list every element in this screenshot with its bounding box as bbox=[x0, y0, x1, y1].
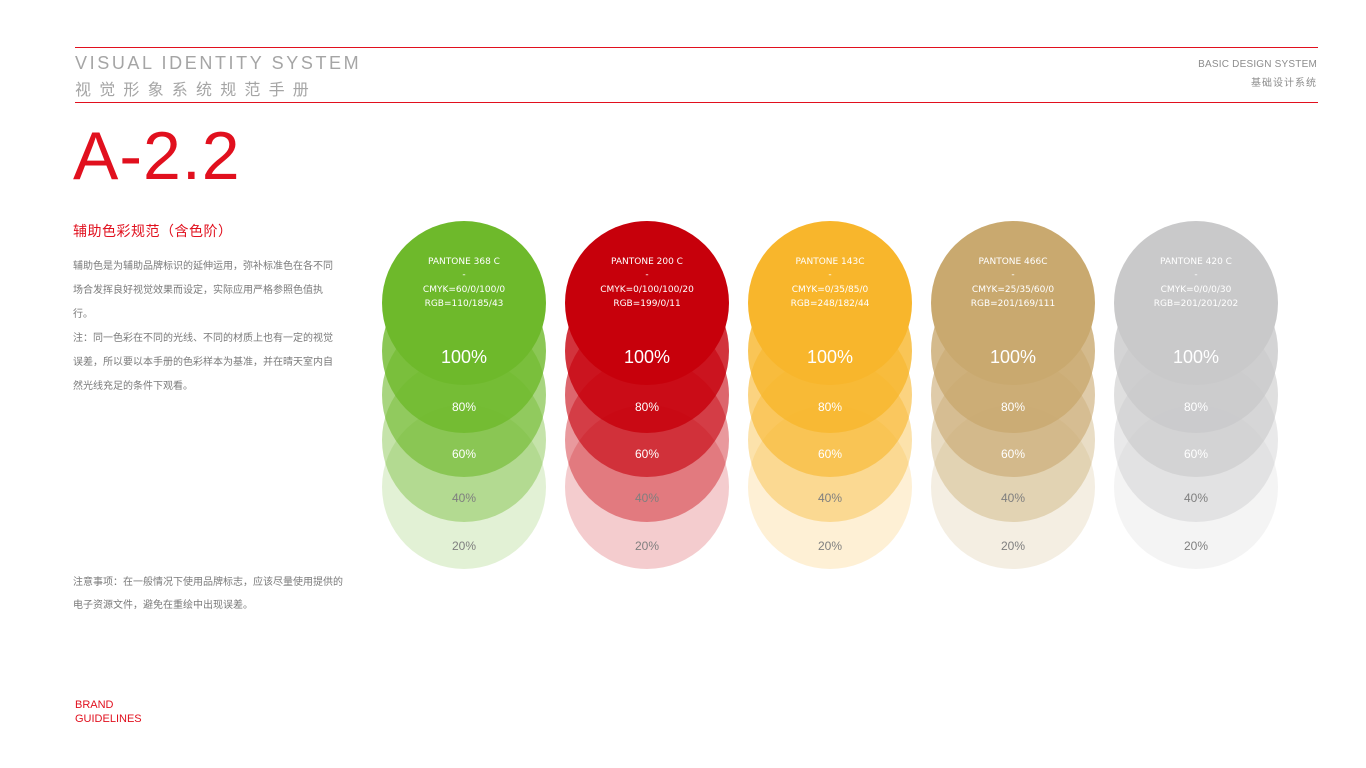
rgb-value: RGB=201/169/111 bbox=[970, 299, 1056, 309]
description-paragraph-1: 辅助色是为辅助品牌标识的延伸运用，弥补标准色在各不同场合发挥良好视觉效果而设定，… bbox=[73, 261, 333, 320]
brand-line-2: GUIDELINES bbox=[75, 713, 142, 725]
header-right-cn: 基础设计系统 bbox=[1251, 78, 1317, 89]
tint-label-80: 80% bbox=[817, 400, 843, 414]
usage-note: 注意事项：在一般情况下使用品牌标志，应该尽量使用提供的电子资源文件，避免在重绘中… bbox=[73, 577, 343, 611]
description-paragraph-2: 注：同一色彩在不同的光线、不同的材质上也有一定的视觉误差，所以要以本手册的色彩样… bbox=[73, 333, 333, 392]
tint-label-100: 100% bbox=[440, 347, 488, 367]
swatch-column: PANTONE 143C - CMYK=0/35/85/0 RGB=248/182/4… bbox=[748, 221, 912, 569]
pantone-label: PANTONE 368 C bbox=[428, 257, 500, 267]
tint-label-60: 60% bbox=[817, 447, 843, 461]
tint-label-40: 40% bbox=[634, 491, 660, 505]
brand-guidelines-mark: BRAND GUIDELINES bbox=[75, 698, 142, 726]
tint-label-20: 20% bbox=[1183, 539, 1209, 553]
rgb-value: RGB=248/182/44 bbox=[790, 299, 870, 309]
tint-label-100: 100% bbox=[806, 347, 854, 367]
tint-label-80: 80% bbox=[451, 400, 477, 414]
tint-label-20: 20% bbox=[634, 539, 660, 553]
tint-label-80: 80% bbox=[1000, 400, 1026, 414]
header-bottom-rule bbox=[75, 102, 1318, 103]
tint-label-60: 60% bbox=[1000, 447, 1026, 461]
swatch-circle-100 bbox=[931, 221, 1095, 385]
swatch-circle-100 bbox=[382, 221, 546, 385]
pantone-label: PANTONE 143C bbox=[795, 257, 865, 267]
rgb-value: RGB=110/185/43 bbox=[424, 299, 504, 309]
tint-label-40: 40% bbox=[817, 491, 843, 505]
cmyk-value: CMYK=0/0/0/30 bbox=[1160, 285, 1232, 295]
tint-label-100: 100% bbox=[989, 347, 1037, 367]
pantone-separator: - bbox=[828, 270, 832, 280]
pantone-separator: - bbox=[1011, 270, 1015, 280]
cmyk-value: CMYK=25/35/60/0 bbox=[971, 285, 1055, 295]
pantone-separator: - bbox=[462, 270, 466, 280]
rgb-value: RGB=201/201/202 bbox=[1153, 299, 1239, 309]
tint-label-40: 40% bbox=[451, 491, 477, 505]
pantone-separator: - bbox=[1194, 270, 1198, 280]
swatch-circle-100 bbox=[565, 221, 729, 385]
pantone-separator: - bbox=[645, 270, 649, 280]
header-title-cn: 视觉形象系统规范手册 bbox=[75, 82, 318, 99]
tint-label-20: 20% bbox=[1000, 539, 1026, 553]
tint-label-60: 60% bbox=[634, 447, 660, 461]
tint-label-100: 100% bbox=[623, 347, 671, 367]
rgb-value: RGB=199/0/11 bbox=[613, 299, 681, 309]
cmyk-value: CMYK=60/0/100/0 bbox=[422, 285, 506, 295]
header-top-rule bbox=[75, 47, 1318, 48]
header-title-en: VISUAL IDENTITY SYSTEM bbox=[75, 53, 362, 73]
swatch-column: PANTONE 466C - CMYK=25/35/60/0 RGB=201/169/… bbox=[931, 221, 1095, 569]
section-title: 辅助色彩规范（含色阶） bbox=[73, 223, 233, 239]
tint-label-80: 80% bbox=[1183, 400, 1209, 414]
section-code: A-2.2 bbox=[73, 118, 241, 194]
swatch-column: PANTONE 368 C - CMYK=60/0/100/0 RGB=110/185… bbox=[382, 221, 546, 569]
tint-label-60: 60% bbox=[451, 447, 477, 461]
cmyk-value: CMYK=0/100/100/20 bbox=[600, 285, 694, 295]
tint-label-20: 20% bbox=[817, 539, 843, 553]
swatch-circle-100 bbox=[748, 221, 912, 385]
tint-label-40: 40% bbox=[1183, 491, 1209, 505]
tint-label-60: 60% bbox=[1183, 447, 1209, 461]
swatch-column: PANTONE 200 C - CMYK=0/100/100/20 RGB=199/0… bbox=[565, 221, 729, 569]
pantone-label: PANTONE 466C bbox=[978, 257, 1048, 267]
pantone-label: PANTONE 200 C bbox=[611, 257, 683, 267]
header-right-en: BASIC DESIGN SYSTEM bbox=[1198, 59, 1317, 70]
tint-label-40: 40% bbox=[1000, 491, 1026, 505]
cmyk-value: CMYK=0/35/85/0 bbox=[791, 285, 869, 295]
swatch-circle-100 bbox=[1114, 221, 1278, 385]
tint-label-20: 20% bbox=[451, 539, 477, 553]
swatch-column: PANTONE 420 C - CMYK=0/0/0/30 RGB=201/201/2… bbox=[1114, 221, 1278, 569]
tint-label-80: 80% bbox=[634, 400, 660, 414]
brand-line-1: BRAND bbox=[75, 699, 114, 711]
pantone-label: PANTONE 420 C bbox=[1160, 257, 1232, 267]
tint-label-100: 100% bbox=[1172, 347, 1220, 367]
